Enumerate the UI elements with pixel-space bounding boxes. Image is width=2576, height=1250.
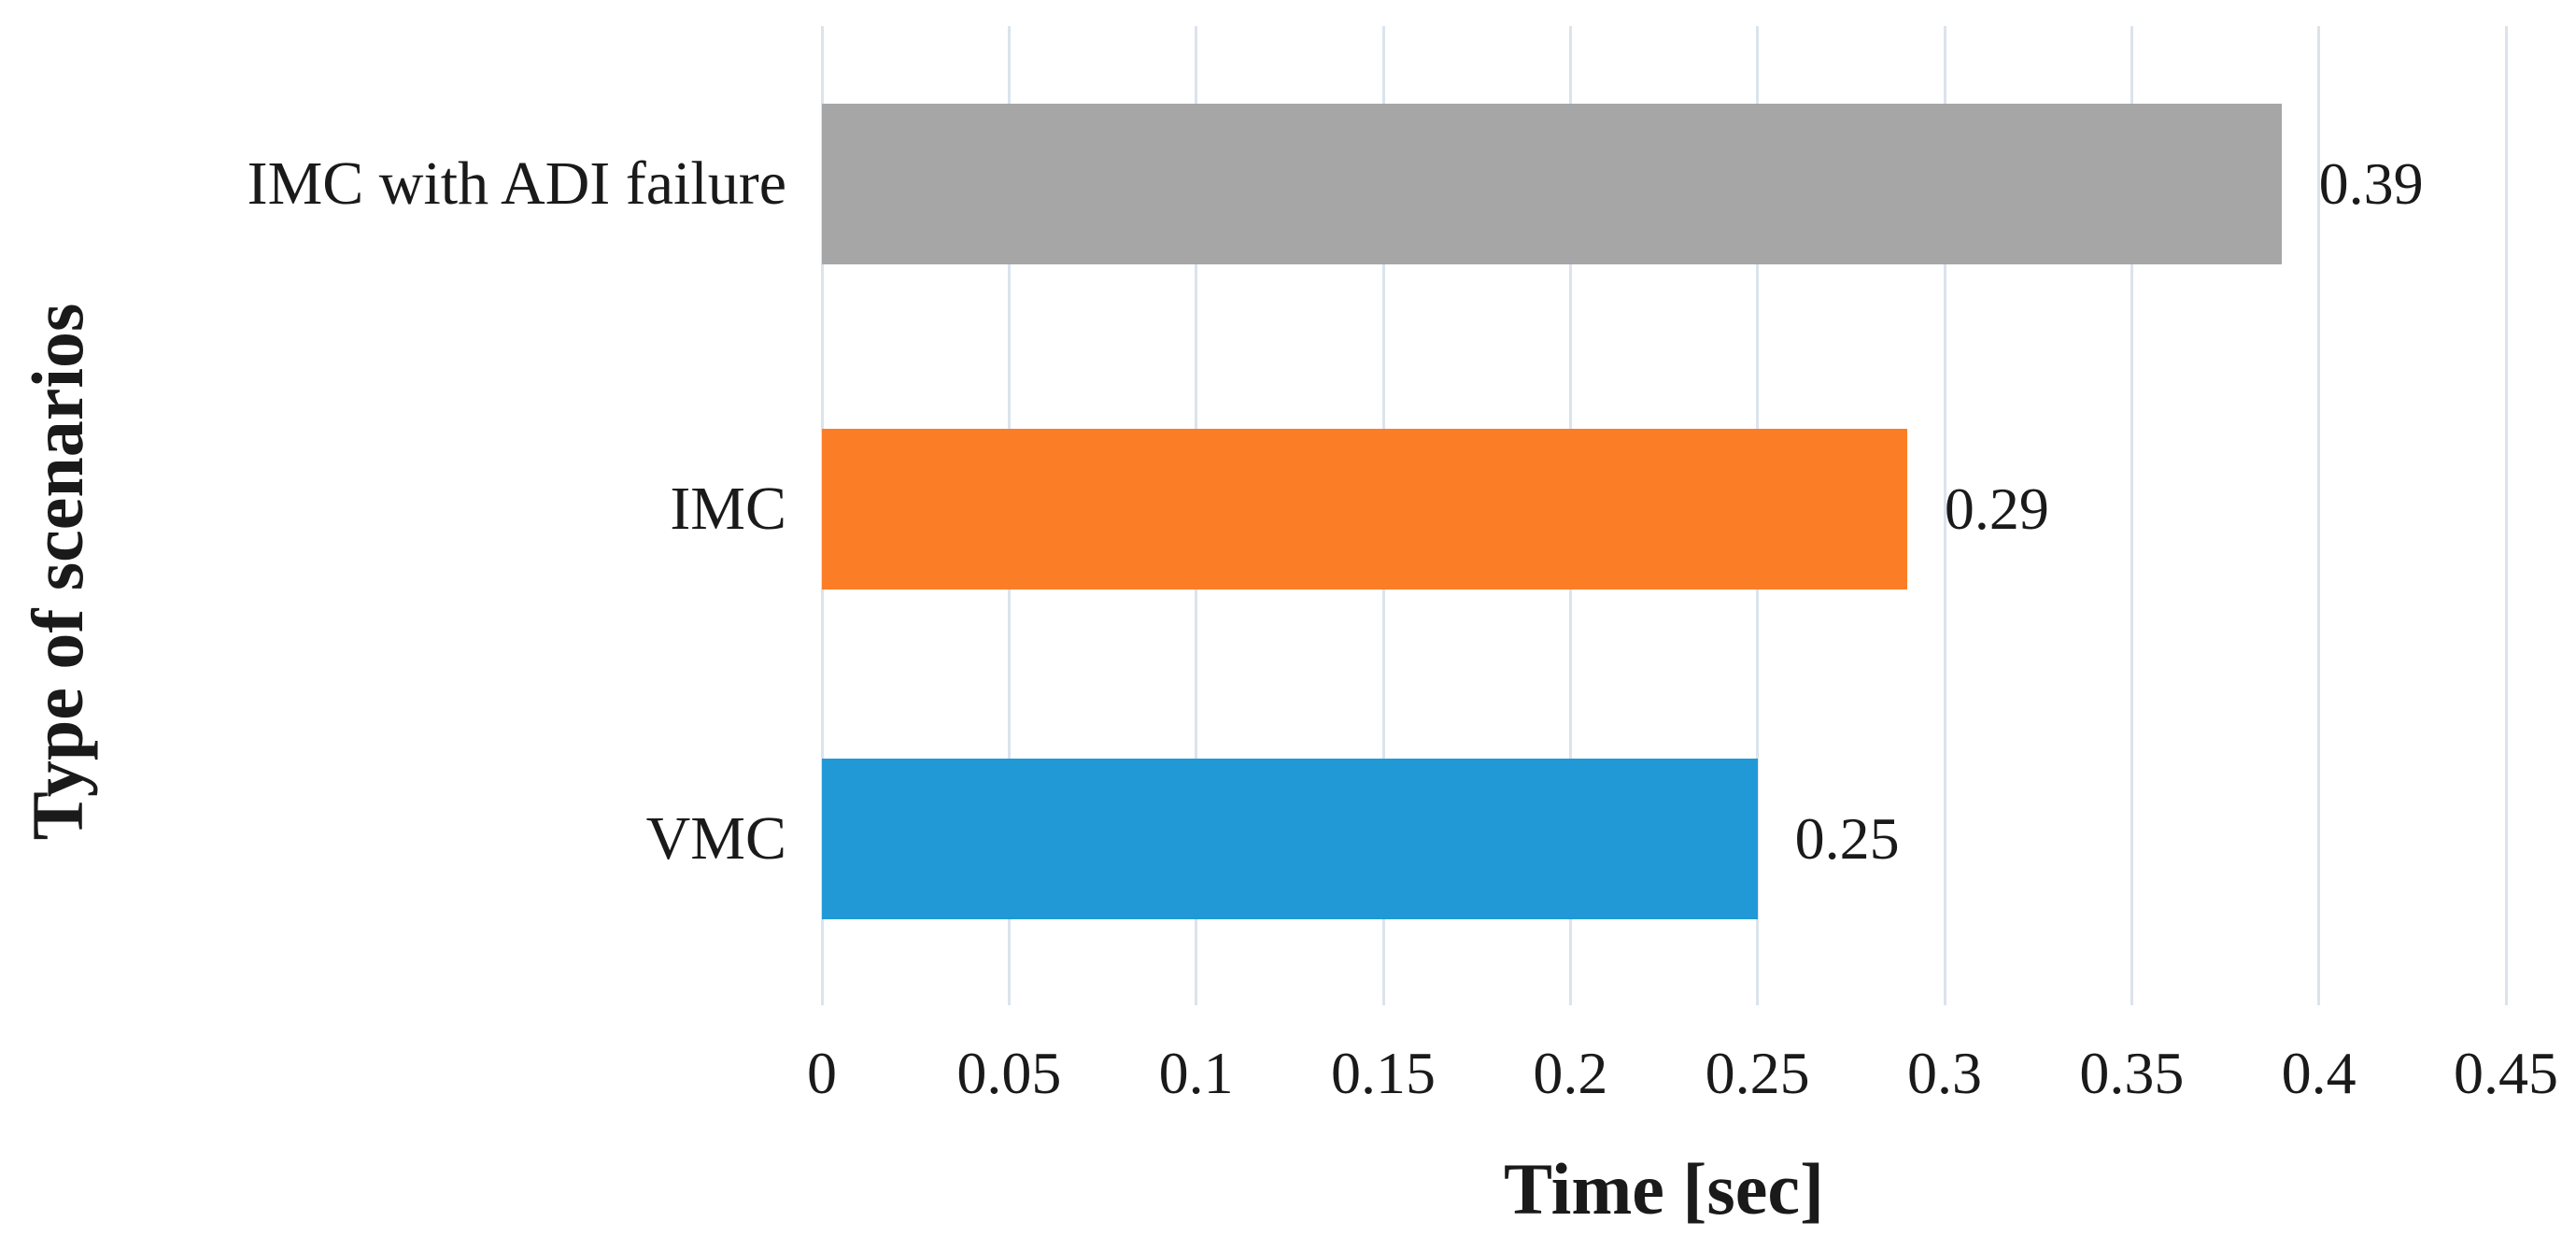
x-tick-label: 0.4 <box>2281 1040 2357 1106</box>
value-label: 0.39 <box>2318 150 2424 217</box>
gridline <box>2504 26 2508 1005</box>
gridline <box>1943 26 1946 1005</box>
value-label: 0.25 <box>1794 805 1900 872</box>
x-tick-label: 0.25 <box>1705 1040 1810 1106</box>
bar <box>822 759 1758 919</box>
x-tick-label: 0.45 <box>2454 1040 2558 1106</box>
x-tick-label: 0.05 <box>956 1040 1062 1106</box>
x-tick-label: 0 <box>807 1040 837 1106</box>
category-label: IMC with ADI failure <box>247 149 786 218</box>
x-tick-label: 0.15 <box>1331 1040 1436 1106</box>
category-label: VMC <box>645 804 786 873</box>
bar <box>822 429 1907 589</box>
x-tick-label: 0.35 <box>2079 1040 2185 1106</box>
category-label: IMC <box>670 475 786 543</box>
bar <box>822 104 2282 264</box>
gridline <box>2317 26 2321 1005</box>
x-tick-label: 0.2 <box>1533 1040 1608 1106</box>
x-axis-title: Time [sec] <box>1504 1148 1824 1229</box>
x-tick-label: 0.1 <box>1158 1040 1234 1106</box>
x-tick-label: 0.3 <box>1907 1040 1982 1106</box>
gridline <box>2130 26 2133 1005</box>
value-label: 0.29 <box>1944 476 2049 542</box>
